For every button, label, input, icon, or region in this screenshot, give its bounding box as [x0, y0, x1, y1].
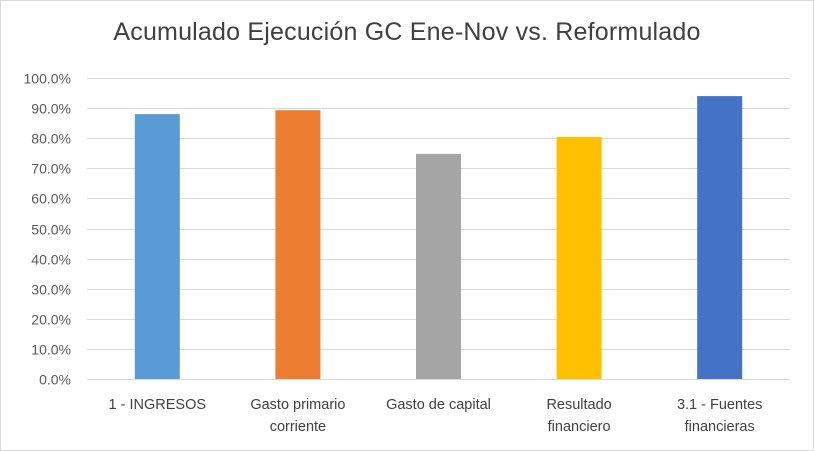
x-category-label: Gasto primario corriente — [250, 397, 345, 435]
y-tick-label: 20.0% — [31, 312, 71, 328]
y-tick-label: 70.0% — [31, 161, 71, 177]
y-tick-label: 60.0% — [31, 191, 71, 207]
x-category-label: 1 - INGRESOS — [109, 397, 207, 413]
y-tick-label: 40.0% — [31, 252, 71, 268]
y-tick-label: 30.0% — [31, 282, 71, 298]
y-axis-tick-labels: 0.0% 10.0% 20.0% 30.0% 40.0% 50.0% 60.0% 70.0% 8… — [24, 71, 71, 388]
x-category-label: 3.1 - Fuentes financieras — [677, 397, 762, 435]
y-tick-label: 0.0% — [39, 372, 71, 388]
bar-4 — [556, 137, 602, 379]
bar-2 — [275, 110, 321, 379]
y-tick-label: 80.0% — [31, 131, 71, 147]
bar-3 — [416, 153, 461, 379]
x-axis-category-labels: 1 - INGRESOS Gasto primario corriente Gasto… — [109, 397, 763, 435]
bar-5 — [697, 96, 743, 379]
y-tick-label: 100.0% — [24, 71, 71, 87]
x-category-label: Gasto de capital — [386, 397, 491, 413]
bar-1 — [134, 114, 180, 379]
y-tick-label: 90.0% — [31, 101, 71, 117]
x-category-label: Resultado financiero — [546, 397, 611, 435]
bars — [134, 96, 743, 379]
y-tick-label: 50.0% — [31, 222, 71, 238]
chart-title: Acumulado Ejecución GC Ene-Nov vs. Refor… — [113, 18, 701, 46]
y-tick-label: 10.0% — [31, 342, 71, 358]
